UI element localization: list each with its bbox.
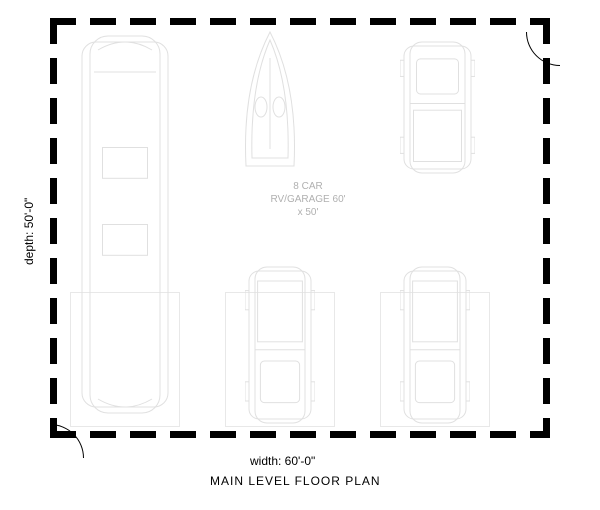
boat-vehicle xyxy=(240,30,300,170)
wall-segment xyxy=(90,18,116,25)
wall-segment xyxy=(50,138,57,164)
wall-segment xyxy=(130,431,156,438)
wall-segment xyxy=(210,18,236,25)
wall-segment xyxy=(490,18,516,25)
wall-segment xyxy=(50,58,57,84)
wall-segment xyxy=(50,178,57,204)
wall-segment xyxy=(50,258,57,284)
width-dimension-label: width: 60'-0" xyxy=(250,454,315,468)
wall-segment xyxy=(370,18,396,25)
wall-segment xyxy=(50,298,57,324)
wall-segment xyxy=(50,218,57,244)
wall-segment xyxy=(543,298,550,324)
depth-dimension-label: depth: 50'-0" xyxy=(22,198,36,265)
wall-segment xyxy=(543,258,550,284)
wall-segment xyxy=(450,18,476,25)
wall-segment xyxy=(50,378,57,404)
wall-segment xyxy=(543,418,550,438)
wall-segment xyxy=(170,18,196,25)
wall-segment xyxy=(410,431,436,438)
wall-segment xyxy=(490,431,516,438)
truck-vehicle xyxy=(400,265,470,425)
wall-segment xyxy=(210,431,236,438)
floor-plan-stage: 8 CAR RV/GARAGE 60' x 50' depth: 50'-0" … xyxy=(0,0,600,510)
door-swing xyxy=(50,424,84,458)
room-label: 8 CAR RV/GARAGE 60' x 50' xyxy=(268,180,348,219)
wall-segment xyxy=(250,18,276,25)
wall-segment xyxy=(290,431,316,438)
wall-segment xyxy=(250,431,276,438)
rv-vehicle xyxy=(80,32,170,417)
wall-segment xyxy=(543,218,550,244)
plan-title: MAIN LEVEL FLOOR PLAN xyxy=(210,474,381,488)
wall-segment xyxy=(543,98,550,124)
wall-segment xyxy=(90,431,116,438)
wall-segment xyxy=(330,431,356,438)
wall-segment xyxy=(170,431,196,438)
wall-segment xyxy=(130,18,156,25)
wall-segment xyxy=(543,178,550,204)
wall-segment xyxy=(543,338,550,364)
truck-vehicle xyxy=(400,40,475,175)
wall-segment xyxy=(450,431,476,438)
wall-segment xyxy=(543,378,550,404)
wall-segment xyxy=(543,138,550,164)
wall-segment xyxy=(50,98,57,124)
truck-vehicle xyxy=(245,265,315,425)
wall-segment xyxy=(370,431,396,438)
wall-segment xyxy=(50,338,57,364)
wall-segment xyxy=(330,18,356,25)
wall-segment xyxy=(290,18,316,25)
wall-segment xyxy=(50,18,57,44)
wall-segment xyxy=(410,18,436,25)
door-swing xyxy=(526,32,560,66)
